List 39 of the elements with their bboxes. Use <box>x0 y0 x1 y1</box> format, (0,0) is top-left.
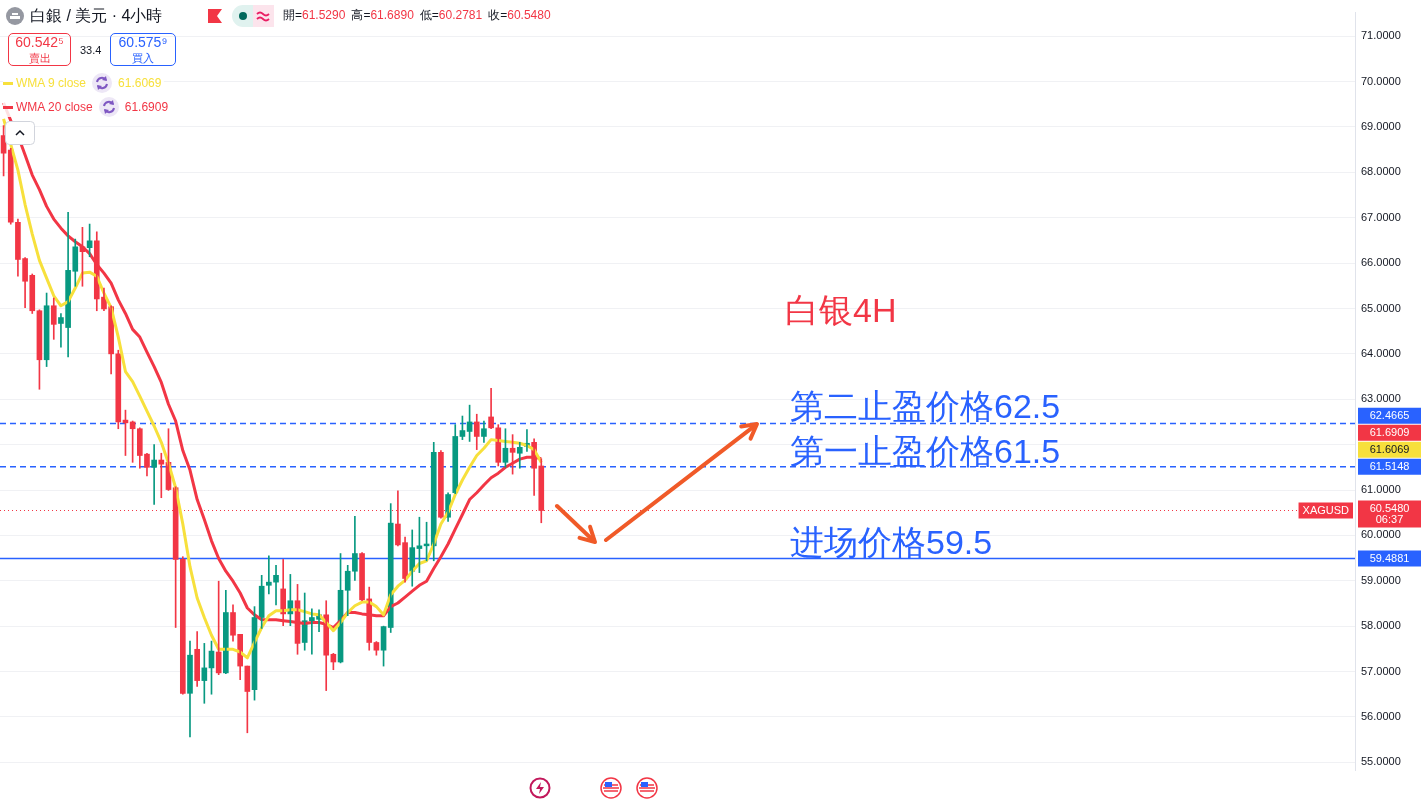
annotation: 60.542⁵ <box>15 34 64 50</box>
y-tick-label: 58.0000 <box>1361 619 1401 632</box>
annotation: 買入 <box>132 52 154 64</box>
annotation: 第一止盈价格61.5 <box>790 432 1061 471</box>
annotation: 61.6909 <box>124 100 169 114</box>
annotation: 白银4H <box>785 291 897 329</box>
annotation: XAGUSD <box>1302 503 1350 516</box>
y-tick-label: 59.0000 <box>1361 573 1401 586</box>
legend-label: WMA 20 close <box>16 100 93 114</box>
y-tick-label: 68.0000 <box>1361 165 1401 178</box>
ref-line-label: 60.5480 <box>1369 501 1410 514</box>
y-tick-label: 66.0000 <box>1361 256 1401 269</box>
annotation: 賣出 <box>28 52 51 64</box>
chart-title: 白銀 / 美元 · 4小時 <box>30 6 163 26</box>
annotation: 进场价格59.5 <box>790 523 993 562</box>
y-tick-label: 65.0000 <box>1361 301 1401 314</box>
y-tick-label: 63.0000 <box>1361 392 1401 405</box>
y-tick-label: 64.0000 <box>1361 346 1401 359</box>
text: 61.6909 <box>1369 425 1410 438</box>
text: 61.6069 <box>1369 442 1410 455</box>
ref-line-label: 62.4665 <box>1369 408 1410 421</box>
y-tick-label: 56.0000 <box>1361 709 1401 722</box>
ref-line-label: 61.5148 <box>1369 459 1410 472</box>
y-tick-label: 70.0000 <box>1361 74 1401 87</box>
annotation: 33.4 <box>80 44 102 56</box>
text: 06:37 <box>1375 512 1404 525</box>
y-tick-label: 71.0000 <box>1361 29 1401 42</box>
legend-label: WMA 9 close <box>16 76 87 90</box>
y-tick-label: 69.0000 <box>1361 119 1401 132</box>
y-tick-label: 55.0000 <box>1361 755 1401 768</box>
annotation: 60.575⁹ <box>118 34 168 50</box>
annotation: 61.6069 <box>118 76 162 90</box>
y-tick-label: 61.0000 <box>1361 483 1401 496</box>
y-tick-label: 57.0000 <box>1361 664 1401 677</box>
ref-line-label: 59.4881 <box>1369 551 1410 564</box>
y-tick-label: 67.0000 <box>1361 210 1401 223</box>
annotation: 第二止盈价格62.5 <box>790 386 1061 425</box>
text: 開=61.5290 高=61.6890 低=60.2781 收=60.5480 <box>283 8 551 22</box>
y-tick-label: 60.0000 <box>1361 528 1401 541</box>
